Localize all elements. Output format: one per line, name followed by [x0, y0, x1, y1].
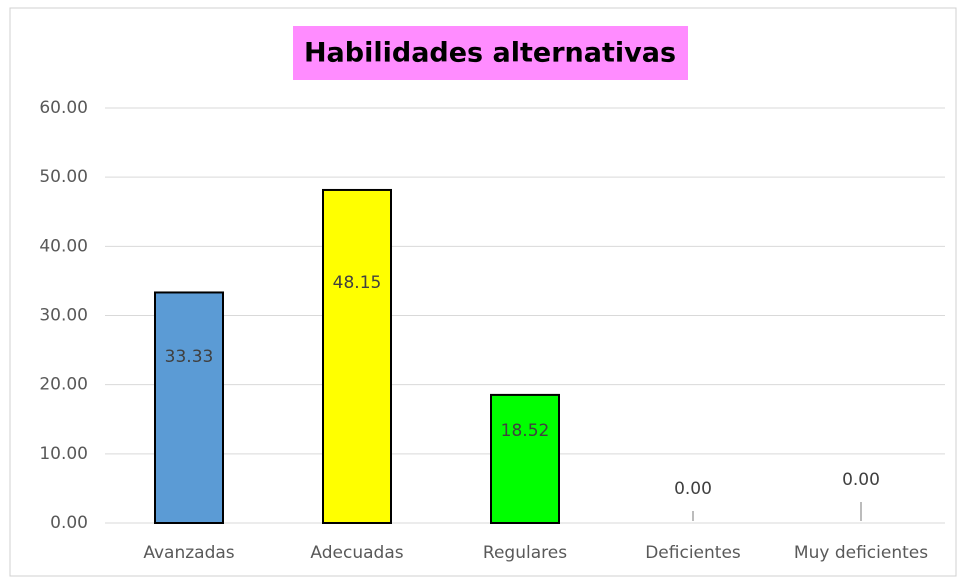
data-label: 33.33: [165, 347, 214, 367]
bar: [490, 393, 560, 524]
y-tick-label: 30.00: [39, 306, 88, 326]
bar: [154, 291, 224, 524]
y-tick-label: 60.00: [39, 98, 88, 118]
data-label: 0.00: [842, 470, 880, 490]
x-tick-label: Regulares: [483, 543, 567, 563]
title-background: [293, 26, 688, 80]
x-tick-label: Deficientes: [645, 543, 741, 563]
data-label: 48.15: [333, 273, 382, 293]
bar: [322, 188, 392, 524]
x-tick-label: Avanzadas: [143, 543, 234, 563]
x-tick-label: Adecuadas: [310, 543, 403, 563]
data-label: 18.52: [501, 421, 550, 441]
chart-title: Habilidades alternativas: [304, 38, 676, 69]
data-label: 0.00: [674, 479, 712, 499]
y-tick-label: 0.00: [50, 513, 88, 533]
y-tick-label: 10.00: [39, 444, 88, 464]
y-tick-label: 20.00: [39, 375, 88, 395]
x-tick-label: Muy deficientes: [794, 543, 928, 563]
chart-border: [9, 7, 957, 577]
y-tick-label: 50.00: [39, 167, 88, 187]
y-tick-label: 40.00: [39, 236, 88, 256]
